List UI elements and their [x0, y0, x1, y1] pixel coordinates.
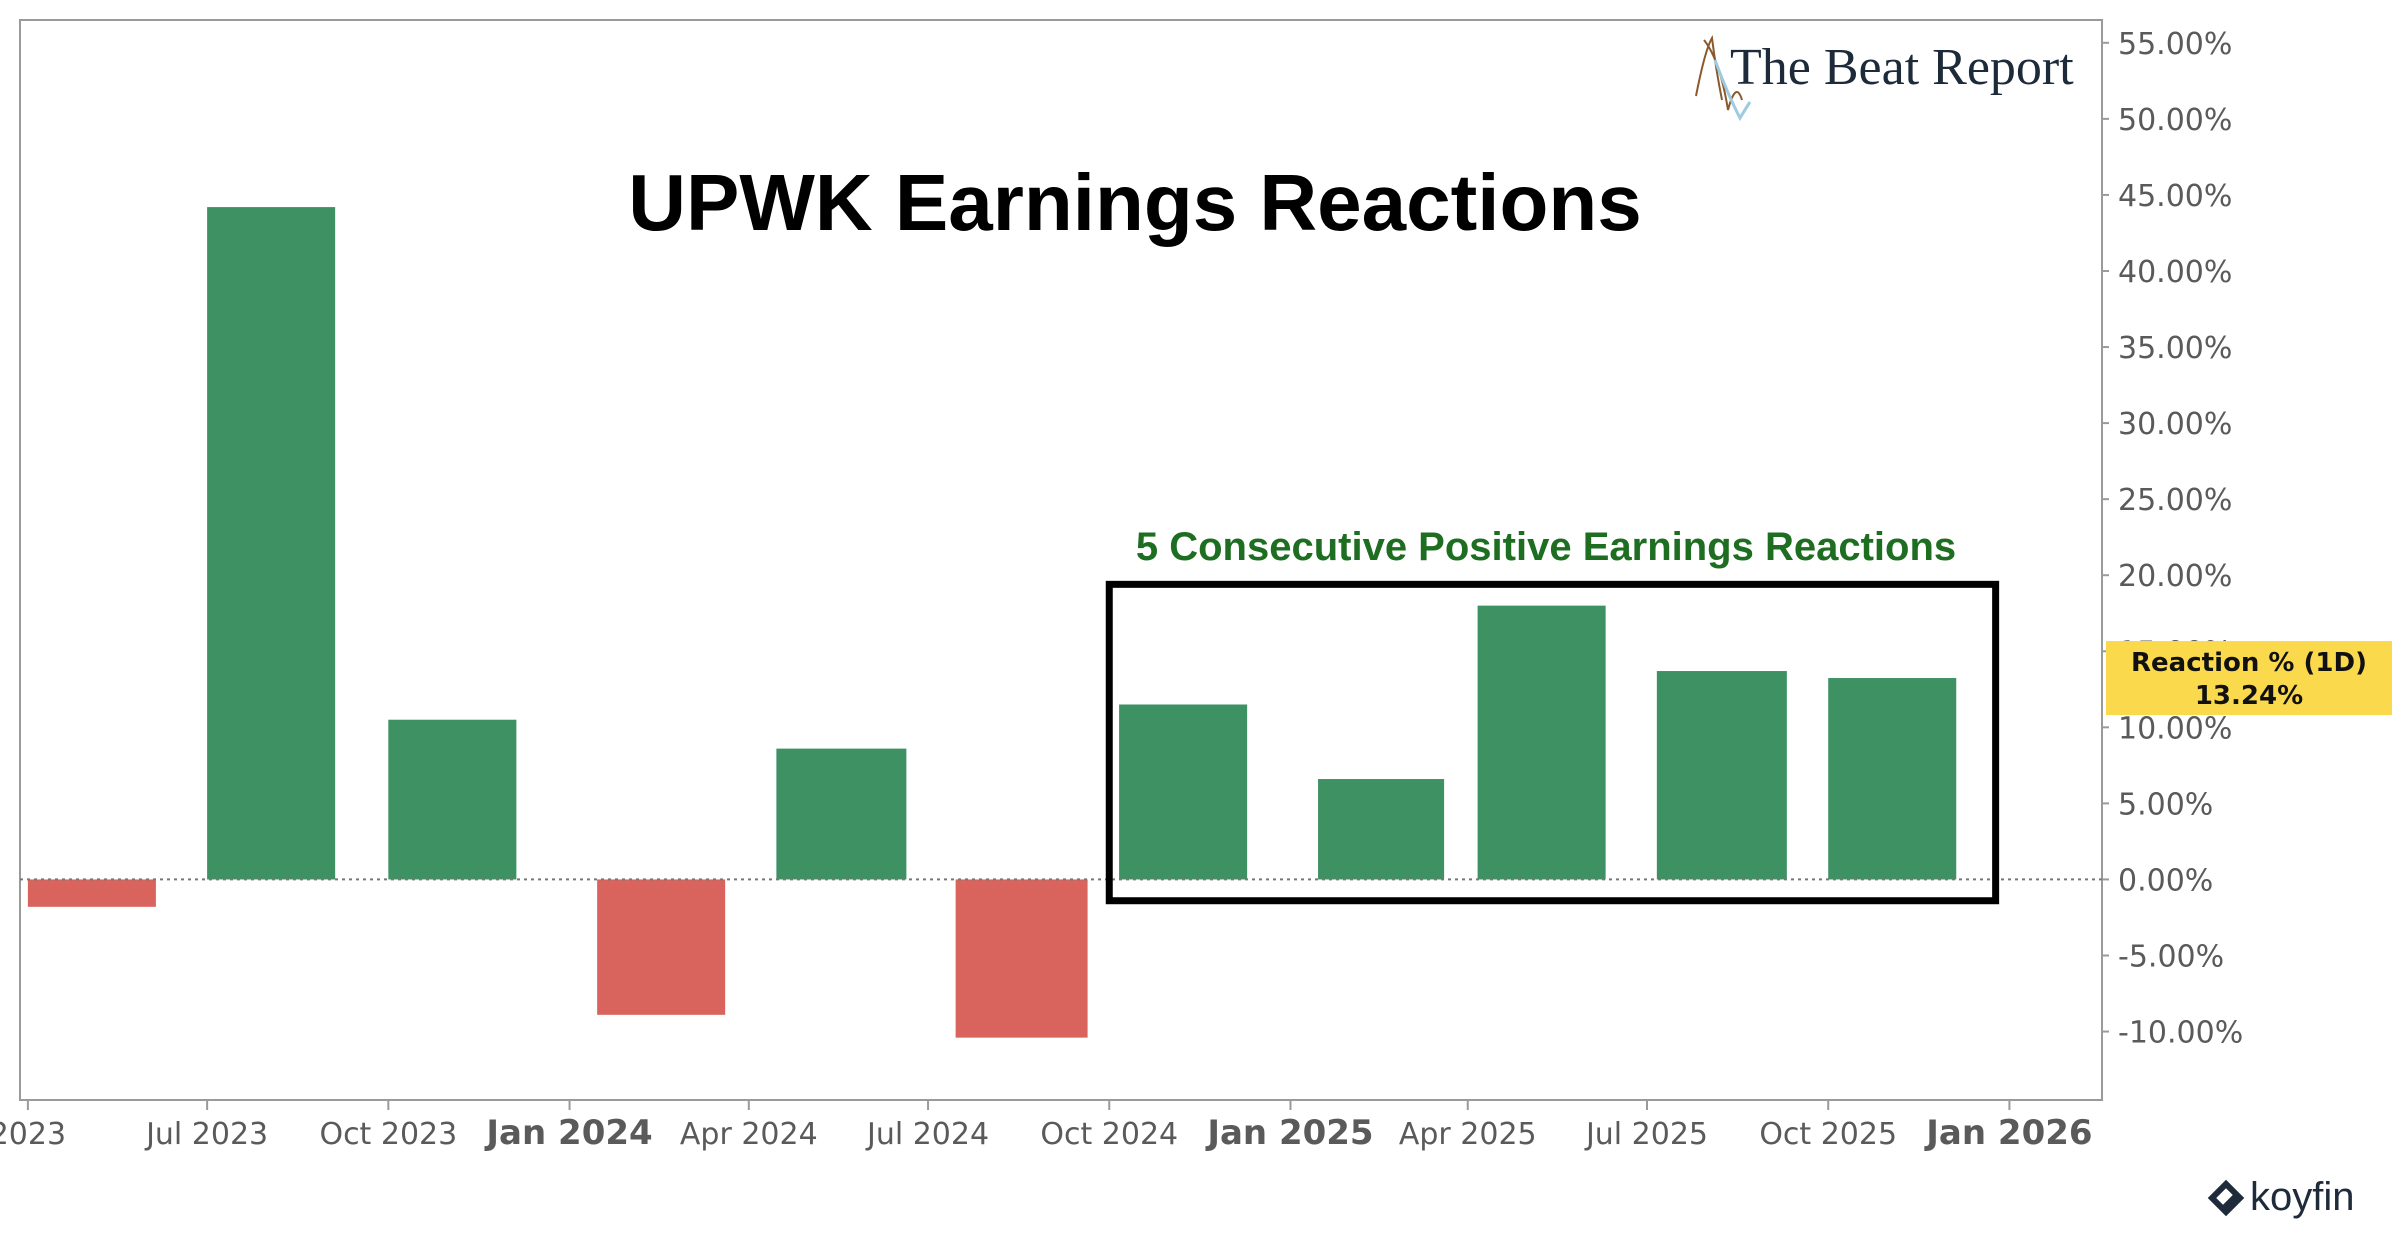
plot-frame	[19, 19, 2103, 1101]
y-tick-label: 45.00%	[2118, 179, 2232, 214]
last-value-badge: Reaction % (1D) 13.24%	[2106, 641, 2392, 716]
y-tick-label: 30.00%	[2118, 407, 2232, 442]
y-tick-label: 25.00%	[2118, 483, 2232, 518]
badge-value: 13.24%	[2195, 681, 2303, 711]
badge-series-name: Reaction % (1D)	[2131, 648, 2367, 678]
bar-positive-9	[1656, 671, 1787, 880]
bar-positive-7	[1318, 779, 1445, 880]
koyfin-wordmark: koyfin	[2250, 1175, 2355, 1219]
x-tick-label: Apr 2024	[680, 1117, 818, 1152]
x-tick-label: Apr 2025	[1399, 1117, 1537, 1152]
bar-positive-6	[1119, 704, 1248, 880]
x-tick-label: Oct 2025	[1759, 1117, 1897, 1152]
beat-report-logo: The Beat Report	[1695, 34, 2074, 122]
chart-title: UPWK Earnings Reactions	[628, 158, 1642, 247]
x-tick-label: Oct 2023	[319, 1117, 457, 1152]
x-tick-label: Jan 2024	[484, 1113, 652, 1153]
bar-negative-3	[597, 879, 726, 1015]
x-tick-label: Jul 2024	[865, 1117, 989, 1152]
y-tick-label: 20.00%	[2118, 559, 2232, 594]
koyfin-icon	[2207, 1179, 2245, 1217]
bar-positive-4	[776, 748, 907, 880]
bar-positive-1	[207, 207, 336, 880]
bar-positive-2	[388, 719, 517, 880]
y-tick-label: 50.00%	[2118, 103, 2232, 138]
annotation-label: 5 Consecutive Positive Earnings Reaction…	[1136, 525, 1956, 569]
y-tick-label: 40.00%	[2118, 255, 2232, 290]
waveform-icon	[1695, 34, 1752, 122]
x-tick-label: Jan 2025	[1205, 1113, 1373, 1153]
y-axis: -10.00%-5.00%0.00%5.00%10.00%15.00%20.00…	[2102, 27, 2243, 1051]
y-tick-label: -5.00%	[2118, 939, 2224, 974]
x-tick-label: Jul 2023	[144, 1117, 268, 1152]
bar-series	[27, 207, 1957, 1038]
y-tick-label: 10.00%	[2118, 711, 2232, 746]
y-tick-label: 5.00%	[2118, 787, 2213, 822]
bar-negative-5	[955, 879, 1088, 1038]
koyfin-logo: koyfin	[2207, 1175, 2355, 1219]
y-tick-label: 55.00%	[2118, 27, 2232, 62]
bar-positive-10	[1828, 678, 1957, 880]
x-tick-label: Oct 2024	[1040, 1117, 1178, 1152]
bar-negative-0	[27, 879, 156, 907]
x-tick-label: Jan 2026	[1924, 1113, 2092, 1153]
y-tick-label: 35.00%	[2118, 331, 2232, 366]
publication-name: The Beat Report	[1730, 39, 2074, 96]
highlight-box	[1105, 580, 2000, 905]
x-tick-label: 2023	[0, 1117, 66, 1152]
y-tick-label: -10.00%	[2118, 1016, 2243, 1051]
y-tick-label: 0.00%	[2118, 863, 2213, 898]
badge-background	[2106, 641, 2392, 716]
x-axis: 2023 Jul 2023 Oct 2023 Jan 2024 Apr 2024 Jul …	[0, 1100, 2093, 1153]
x-tick-label: Jul 2025	[1584, 1117, 1708, 1152]
bar-positive-8	[1477, 605, 1606, 880]
